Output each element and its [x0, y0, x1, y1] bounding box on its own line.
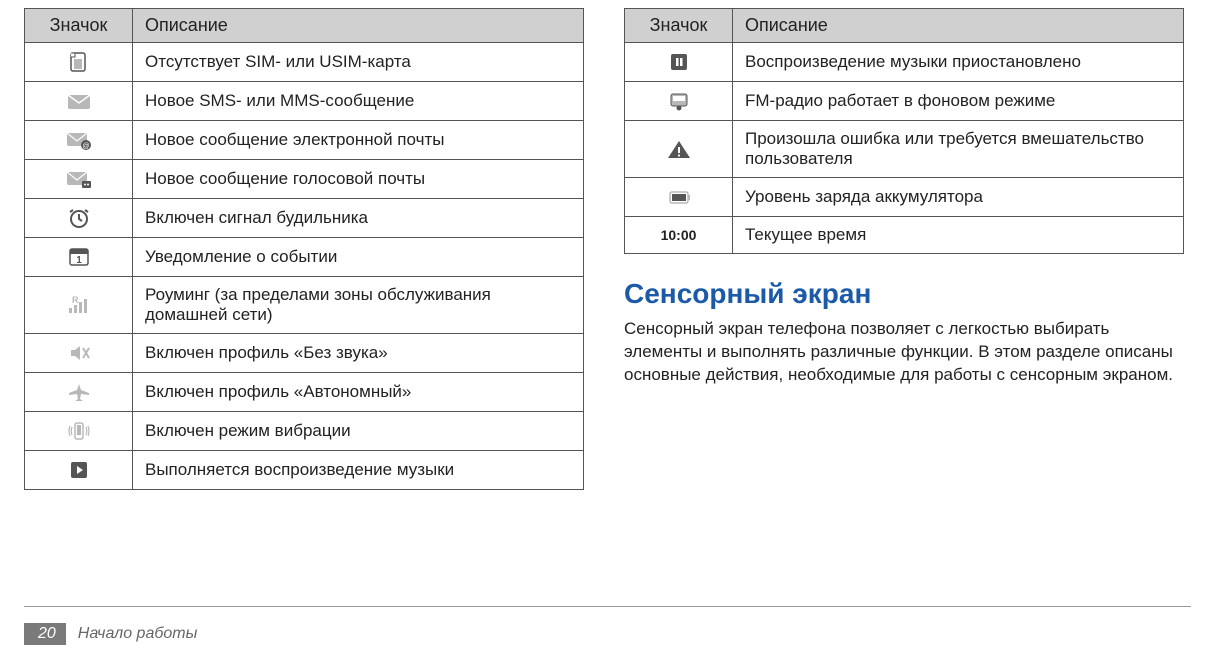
page-content: Значок Описание Отсутствует SIM- или USI…	[0, 0, 1215, 490]
icon-description: Включен профиль «Без звука»	[133, 334, 584, 373]
icon-description: Воспроизведение музыки приостановлено	[733, 43, 1184, 82]
play-icon	[25, 451, 133, 490]
icon-description: Текущее время	[733, 217, 1184, 254]
icon-description: FM-радио работает в фоновом режиме	[733, 82, 1184, 121]
table-row: 1 Уведомление о событии	[25, 238, 584, 277]
table-row: Уровень заряда аккумулятора	[625, 178, 1184, 217]
icon-description: Уведомление о событии	[133, 238, 584, 277]
radio-icon	[625, 82, 733, 121]
icons-table-right: Значок Описание Воспроизведение музыки п…	[624, 8, 1184, 254]
icon-description: Новое сообщение электронной почты	[133, 121, 584, 160]
roaming-icon: R	[25, 277, 133, 334]
header-icon-left: Значок	[25, 9, 133, 43]
header-desc-right: Описание	[733, 9, 1184, 43]
event-icon: 1	[25, 238, 133, 277]
icon-description: Новое сообщение голосовой почты	[133, 160, 584, 199]
left-column: Значок Описание Отсутствует SIM- или USI…	[24, 8, 584, 490]
icon-description: Включен режим вибрации	[133, 412, 584, 451]
svg-text:1: 1	[76, 255, 82, 266]
icon-description: Выполняется воспроизведение музыки	[133, 451, 584, 490]
battery-icon	[625, 178, 733, 217]
table-row: Включен профиль «Без звука»	[25, 334, 584, 373]
icon-description: Отсутствует SIM- или USIM-карта	[133, 43, 584, 82]
page-number: 20	[24, 623, 66, 645]
footer-divider	[24, 606, 1191, 607]
time-icon: 10:00	[625, 217, 733, 254]
table-row: Новое SMS- или MMS-сообщение	[25, 82, 584, 121]
icon-description: Произошла ошибка или требуется вмешатель…	[733, 121, 1184, 178]
vibrate-icon	[25, 412, 133, 451]
airplane-icon	[25, 373, 133, 412]
email-icon: @	[25, 121, 133, 160]
icon-description: Уровень заряда аккумулятора	[733, 178, 1184, 217]
pause-icon	[625, 43, 733, 82]
right-column: Значок Описание Воспроизведение музыки п…	[624, 8, 1184, 490]
icon-description: Включен профиль «Автономный»	[133, 373, 584, 412]
page-footer: 20 Начало работы	[24, 623, 197, 645]
table-row: Новое сообщение голосовой почты	[25, 160, 584, 199]
table-row: Включен сигнал будильника	[25, 199, 584, 238]
icon-description: Роуминг (за пределами зоны обслуживания …	[133, 277, 584, 334]
section-body: Сенсорный экран телефона позволяет с лег…	[624, 318, 1184, 387]
table-row: Воспроизведение музыки приостановлено	[625, 43, 1184, 82]
icon-description: Новое SMS- или MMS-сообщение	[133, 82, 584, 121]
mute-icon	[25, 334, 133, 373]
svg-text:R: R	[72, 295, 79, 305]
warning-icon	[625, 121, 733, 178]
alarm-icon	[25, 199, 133, 238]
icon-description: Включен сигнал будильника	[133, 199, 584, 238]
svg-text:@: @	[82, 143, 89, 150]
table-row: Произошла ошибка или требуется вмешатель…	[625, 121, 1184, 178]
table-row: @ Новое сообщение электронной почты	[25, 121, 584, 160]
sms-icon	[25, 82, 133, 121]
header-desc-left: Описание	[133, 9, 584, 43]
section-title: Сенсорный экран	[624, 278, 1184, 310]
table-row: Отсутствует SIM- или USIM-карта	[25, 43, 584, 82]
icons-table-left: Значок Описание Отсутствует SIM- или USI…	[24, 8, 584, 490]
table-row: 10:00Текущее время	[625, 217, 1184, 254]
table-row: Включен режим вибрации	[25, 412, 584, 451]
voicemail-icon	[25, 160, 133, 199]
table-row: R Роуминг (за пределами зоны обслуживания…	[25, 277, 584, 334]
header-icon-right: Значок	[625, 9, 733, 43]
sim-icon	[25, 43, 133, 82]
table-row: Включен профиль «Автономный»	[25, 373, 584, 412]
table-row: FM-радио работает в фоновом режиме	[625, 82, 1184, 121]
footer-title: Начало работы	[78, 625, 198, 643]
table-row: Выполняется воспроизведение музыки	[25, 451, 584, 490]
